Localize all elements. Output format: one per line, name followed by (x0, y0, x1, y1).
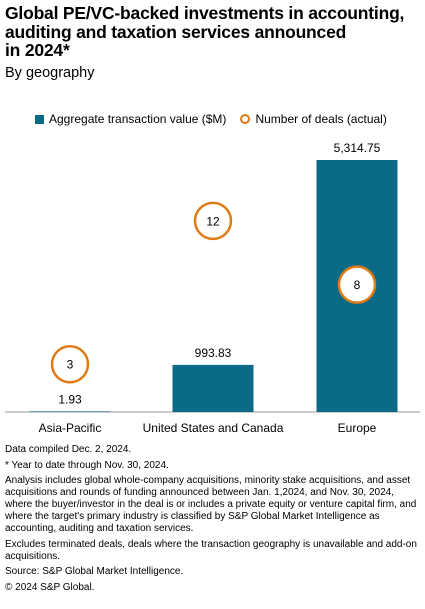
deal-count-label-0: 3 (67, 358, 74, 372)
title-line: in 2024* (5, 40, 70, 60)
title-line: Global PE/VC-backed investments in accou… (5, 3, 405, 23)
deal-circle-2 (337, 265, 377, 304)
note-copyright: © 2024 S&P Global. (5, 581, 95, 593)
title-line: auditing and taxation services announced (5, 21, 347, 42)
deal-circle-1 (193, 201, 233, 241)
category-label-1: United States and Canada (143, 421, 284, 435)
bar-chart: 1.93 Asia-Pacific 993.83 United States and … (5, 141, 420, 435)
note-footnote: * Year to date through Nov. 30, 2024. (5, 459, 169, 471)
note-source: Source: S&P Global Market Intelligence. (5, 566, 184, 577)
legend: Aggregate transaction value ($M) Number … (35, 112, 387, 126)
bar-value-label-1: 993.83 (195, 346, 232, 360)
note-analysis: Analysis includes global whole-company a… (5, 475, 417, 534)
legend-label-circles: Number of deals (actual) (255, 112, 387, 126)
deal-count-label-2: 8 (354, 278, 361, 292)
legend-ring-marker (240, 114, 251, 124)
chart-subtitle: By geography (5, 64, 95, 81)
note-compiled: Data compiled Dec. 2, 2024. (5, 444, 132, 455)
bar-value-label-0: 1.93 (58, 392, 82, 406)
legend-item-bars: Aggregate transaction value ($M) (35, 112, 226, 126)
bar-0 (29, 411, 111, 412)
note-exclusions: Excludes terminated deals, deals where t… (5, 538, 417, 562)
deal-count-label-1: 12 (206, 214, 220, 228)
deal-circle-0 (50, 344, 90, 384)
category-label-2: Europe (338, 421, 377, 435)
bar-value-label-2: 5,314.75 (334, 141, 381, 155)
category-label-0: Asia-Pacific (39, 421, 102, 435)
chart-notes: Data compiled Dec. 2, 2024. * Year to da… (5, 444, 423, 597)
legend-item-circles: Number of deals (actual) (240, 112, 387, 126)
legend-swatch-bar (35, 114, 44, 124)
chart-title: Global PE/VC-backed investments in accou… (5, 4, 420, 60)
chart-page: Global PE/VC-backed investments in accou… (0, 4, 425, 609)
bar-1 (172, 364, 254, 412)
legend-label-bars: Aggregate transaction value ($M) (49, 112, 227, 126)
